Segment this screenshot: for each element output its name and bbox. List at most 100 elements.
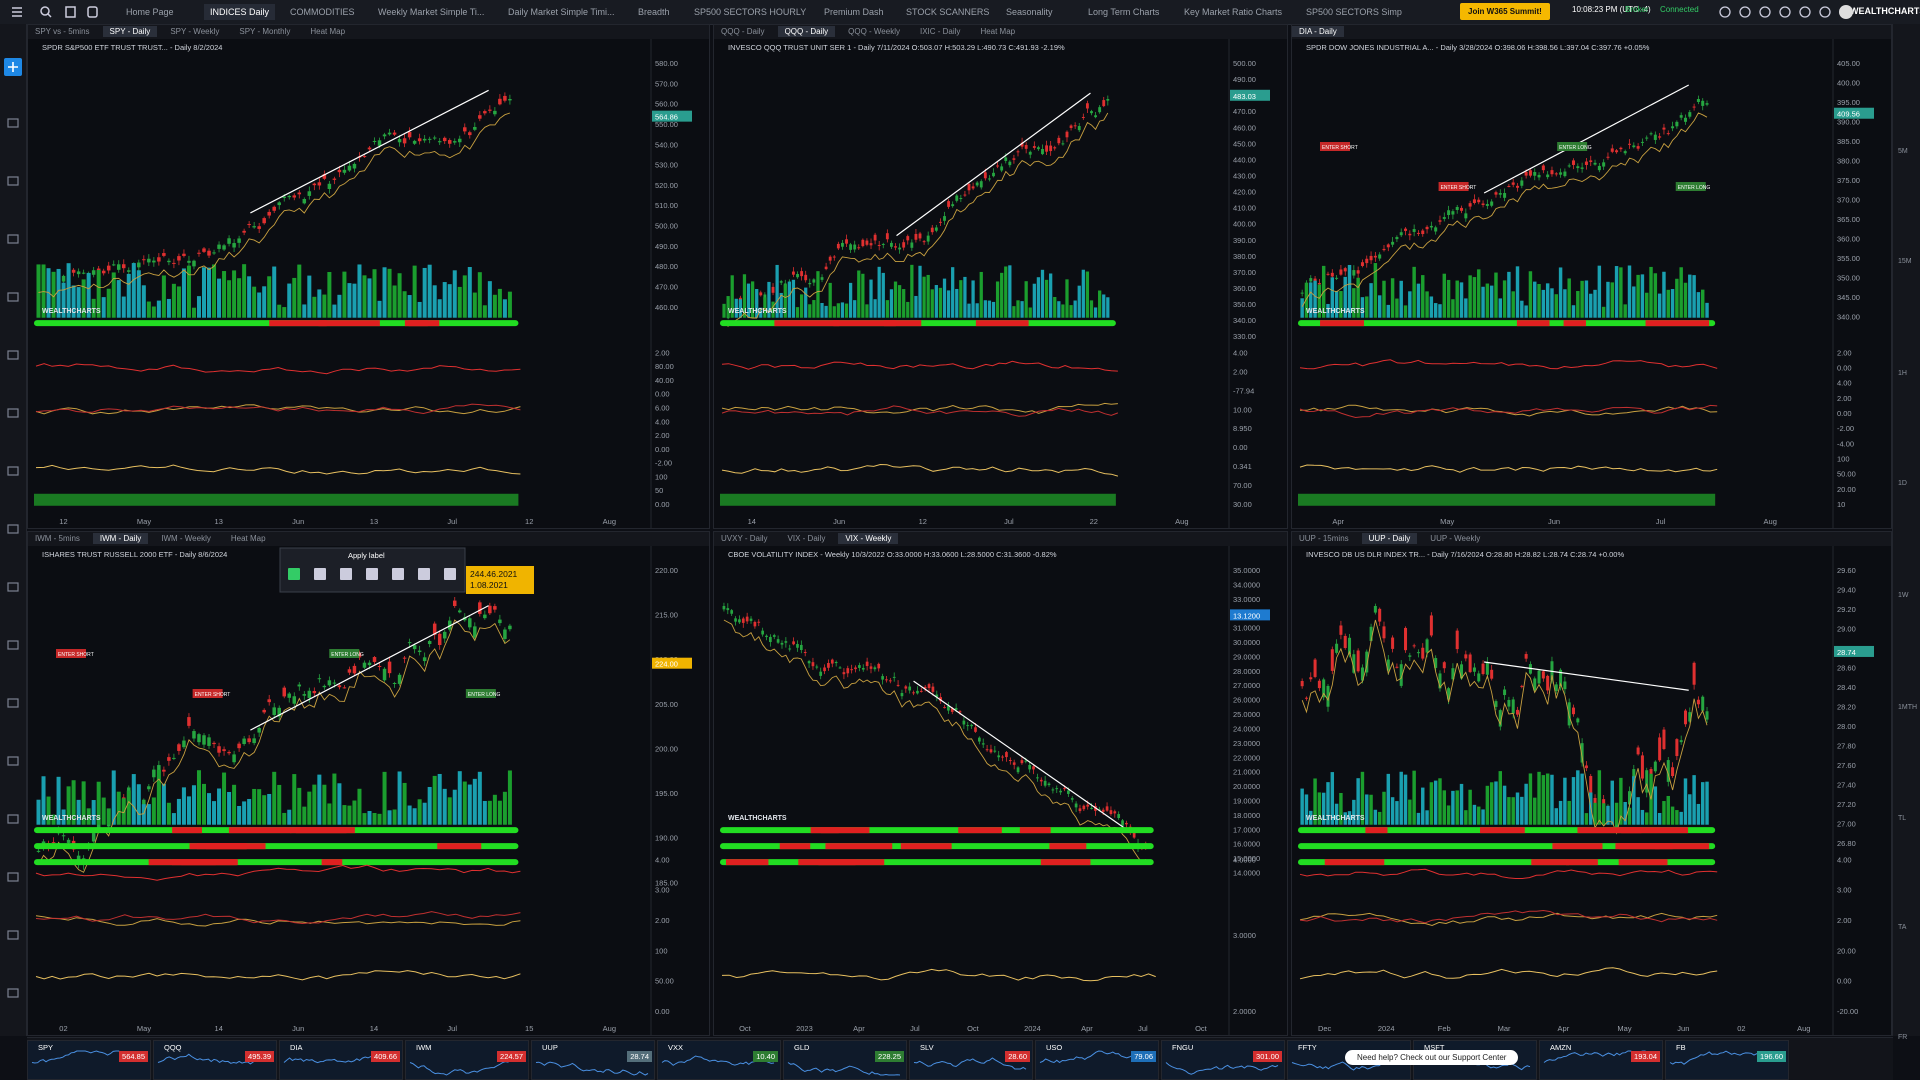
tab[interactable]: Breadth: [638, 7, 670, 17]
watch-item[interactable]: QQQ 495.39: [153, 1040, 277, 1080]
popup-tool[interactable]: [340, 568, 352, 580]
candle-body: [1352, 654, 1356, 673]
header-icon[interactable]: [1739, 6, 1751, 18]
indicator-tick-label: 50.00: [1837, 470, 1856, 479]
timeframe-label[interactable]: FR: [1898, 1034, 1908, 1041]
tab[interactable]: Home Page: [126, 7, 174, 17]
panel-tab[interactable]: QQQ - Weekly: [848, 27, 900, 36]
panel-tab[interactable]: Heat Map: [230, 534, 266, 543]
tool-icon[interactable]: [7, 756, 19, 766]
summit-button[interactable]: Join W365 Summit!: [1460, 3, 1550, 20]
panel-tab[interactable]: UUP - 15mins: [1299, 534, 1349, 543]
header-icon[interactable]: [1779, 6, 1791, 18]
header-icon[interactable]: [1759, 6, 1771, 18]
signal-strip-red: [774, 320, 840, 327]
volume-bar: [1645, 812, 1649, 825]
timeframe-label[interactable]: TL: [1898, 815, 1907, 822]
popup-tool[interactable]: [366, 568, 378, 580]
panel-tab[interactable]: Heat Map: [980, 27, 1016, 36]
watch-item[interactable]: FB 196.60: [1665, 1040, 1789, 1080]
panel-tab[interactable]: QQQ - Daily: [721, 27, 765, 36]
tool-icon[interactable]: [7, 234, 19, 244]
tab[interactable]: SP500 SECTORS HOURLY: [694, 7, 807, 17]
support-pill[interactable]: Need help? Check out our Support Center: [1345, 1050, 1519, 1065]
panel-tab[interactable]: IWM - Daily: [92, 533, 149, 544]
header-icon[interactable]: [1819, 6, 1831, 18]
watch-item[interactable]: VXX 10.40: [657, 1040, 781, 1080]
tool-icon[interactable]: [7, 466, 19, 476]
tool-icon[interactable]: [7, 582, 19, 592]
tool-icon[interactable]: [7, 640, 19, 650]
timeframe-label[interactable]: 15M: [1898, 258, 1912, 265]
popup-tool[interactable]: [314, 568, 326, 580]
tool-icon[interactable]: [7, 292, 19, 302]
timeframe-label[interactable]: 1D: [1898, 480, 1907, 487]
tool-icon[interactable]: [7, 872, 19, 882]
volume-bar: [116, 791, 121, 825]
popup-tool[interactable]: [288, 568, 300, 580]
panel-tab[interactable]: DIA - Daily: [1292, 26, 1344, 37]
watch-price: 301.00: [1253, 1051, 1282, 1062]
timeframe-label[interactable]: 1W: [1898, 592, 1909, 599]
tab[interactable]: STOCK SCANNERS: [906, 7, 990, 17]
timeframe-label[interactable]: 1MTH: [1898, 704, 1918, 711]
tab[interactable]: Key Market Ratio Charts: [1184, 7, 1283, 17]
tool-icon[interactable]: [7, 350, 19, 360]
watch-item[interactable]: AMZN 193.04: [1539, 1040, 1663, 1080]
tool-icon[interactable]: [7, 814, 19, 824]
watch-item[interactable]: USO 79.06: [1035, 1040, 1159, 1080]
popup-tool[interactable]: [444, 568, 456, 580]
tab[interactable]: Seasonality: [1006, 7, 1053, 17]
timeframe-label[interactable]: 1H: [1898, 370, 1907, 377]
tool-icon[interactable]: [7, 930, 19, 940]
tab[interactable]: SP500 SECTORS Simp: [1306, 7, 1402, 17]
avatar[interactable]: [1839, 5, 1853, 19]
tool-icon[interactable]: [7, 118, 19, 128]
tool-icon[interactable]: [7, 524, 19, 534]
watch-item[interactable]: SPY 564.85: [27, 1040, 151, 1080]
tool-icon[interactable]: [7, 176, 19, 186]
tool-icon[interactable]: [7, 698, 19, 708]
panel-tab[interactable]: SPY - Monthly: [239, 27, 291, 36]
popup-tool[interactable]: [418, 568, 430, 580]
panel-tab[interactable]: IXIC - Daily: [919, 27, 961, 36]
header-icon[interactable]: [1719, 6, 1731, 18]
panel-tab[interactable]: UUP - Daily: [1361, 533, 1418, 544]
timeframe-label[interactable]: TA: [1898, 924, 1907, 931]
panel-tab[interactable]: QQQ - Daily: [777, 26, 836, 37]
panel-tab[interactable]: SPY - Weekly: [170, 27, 220, 36]
volume-bar: [1089, 300, 1094, 318]
tool-icon[interactable]: [7, 408, 19, 418]
timeframe-label[interactable]: 5M: [1898, 148, 1908, 155]
panel-tab[interactable]: SPY - Daily: [102, 26, 158, 37]
panel-tab[interactable]: IWM - 5mins: [35, 534, 80, 543]
panel-tab[interactable]: SPY vs - 5mins: [35, 27, 90, 36]
tool-icon[interactable]: [7, 988, 19, 998]
popup-tool[interactable]: [392, 568, 404, 580]
watch-item[interactable]: DIA 409.66: [279, 1040, 403, 1080]
panel-tab[interactable]: UVXY - Daily: [721, 534, 768, 543]
price-tick-label: 490.00: [1233, 75, 1256, 84]
volume-bar: [312, 784, 317, 825]
tab[interactable]: Long Term Charts: [1088, 7, 1160, 17]
panel-tab[interactable]: VIX - Daily: [787, 534, 826, 543]
watch-item[interactable]: IWM 224.57: [405, 1040, 529, 1080]
tab[interactable]: Daily Market Simple Timi...: [508, 7, 615, 17]
candle-body: [1679, 740, 1683, 743]
tab[interactable]: COMMODITIES: [290, 7, 355, 17]
tab[interactable]: Premium Dash: [824, 7, 884, 17]
tab[interactable]: Weekly Market Simple Ti...: [378, 7, 485, 17]
panel-tab[interactable]: IWM - Weekly: [161, 534, 211, 543]
volume-bar: [1696, 292, 1701, 318]
tab[interactable]: INDICES Daily: [204, 4, 276, 20]
panel-tab[interactable]: VIX - Weekly: [838, 533, 899, 544]
watch-item[interactable]: UUP 28.74: [531, 1040, 655, 1080]
panel-tab[interactable]: UUP - Weekly: [1430, 534, 1481, 543]
header-icon[interactable]: [1799, 6, 1811, 18]
panel-tab[interactable]: Heat Map: [310, 27, 346, 36]
watch-item[interactable]: SLV 28.60: [909, 1040, 1033, 1080]
watch-item[interactable]: GLD 228.25: [783, 1040, 907, 1080]
volume-bar: [991, 301, 996, 318]
watch-item[interactable]: FNGU 301.00: [1161, 1040, 1285, 1080]
candle-body: [478, 602, 482, 614]
